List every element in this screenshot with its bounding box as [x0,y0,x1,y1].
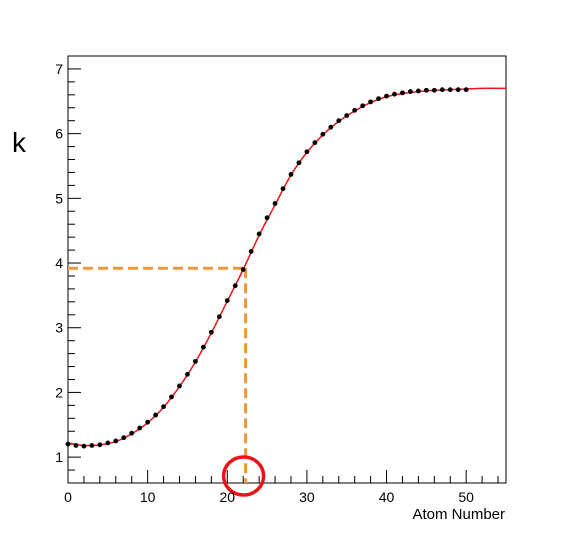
data-point [376,96,381,102]
data-point [368,99,374,105]
data-point [145,419,151,425]
data-points-layer [65,87,469,449]
data-point [320,131,326,137]
data-point [256,231,262,237]
data-point [352,107,358,113]
data-point [105,440,111,446]
data-point [384,93,389,99]
data-point [447,87,453,93]
data-point [97,442,103,448]
y-tick-label: 7 [55,61,63,77]
data-point [208,329,214,335]
data-point [416,88,421,94]
x-axis-label: Atom Number [412,506,505,523]
data-point [177,383,182,389]
data-point [431,87,437,93]
data-point [423,87,429,93]
data-point [328,124,334,130]
y-tick-label: 4 [55,255,63,271]
data-point [200,344,206,350]
x-tick-label: 0 [64,489,72,505]
data-point [137,425,143,431]
y-tick-label: 6 [55,126,63,142]
data-point [264,215,270,221]
x-tick-label: 50 [458,489,474,505]
y-tick-label: 1 [55,449,63,465]
data-point [360,103,366,109]
data-point [280,186,286,192]
data-point [439,87,445,93]
data-point [296,160,302,166]
data-point [336,118,342,124]
data-point [216,314,222,320]
data-point [232,283,238,289]
y-tick-label: 2 [55,384,63,400]
data-point [153,412,159,418]
y-axis-label: k [12,127,27,158]
data-point [89,443,95,448]
data-point [73,443,79,448]
data-point [408,89,413,94]
data-point [224,298,230,303]
data-point [185,371,190,377]
highlight-circle [221,455,266,497]
data-point [193,358,198,364]
x-tick-label: 20 [219,489,235,505]
data-point [169,394,174,400]
x-tick-label: 30 [299,489,315,505]
y-tick-label: 3 [55,320,63,336]
data-point [312,140,318,146]
x-tick-label: 40 [379,489,395,505]
y-tick-label: 5 [55,190,63,206]
data-point [304,149,310,155]
data-point [113,438,119,444]
tick-labels: 0 10 20 30 40 50 1 2 3 4 5 6 7 [55,61,474,505]
data-point [240,267,246,272]
data-point [463,87,469,93]
data-point [248,248,254,254]
data-point [344,113,350,118]
data-point [65,441,71,447]
data-point [392,91,397,97]
data-point [129,430,135,436]
data-point [288,171,294,177]
data-point [121,435,127,441]
data-point [272,201,278,206]
data-point [161,404,166,410]
guide-lines [68,266,266,497]
data-point [455,87,461,93]
data-point [400,90,405,96]
x-tick-label: 10 [140,489,156,505]
axis-ticks [67,55,499,484]
data-point [81,443,87,449]
